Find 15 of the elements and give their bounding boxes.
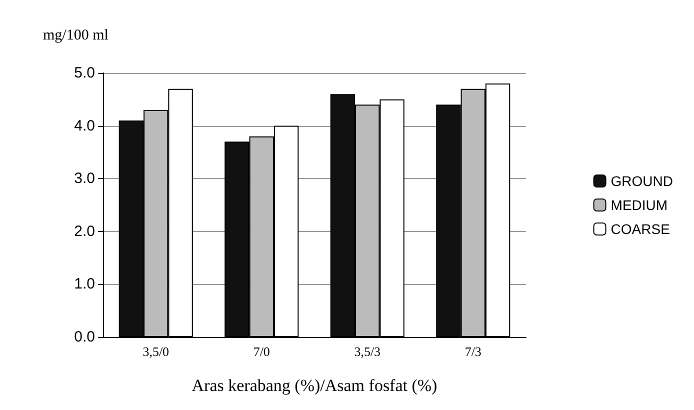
y-axis-title: mg/100 ml bbox=[43, 28, 108, 44]
y-tick-label: 2.0 bbox=[74, 222, 95, 240]
y-tick-label: 4.0 bbox=[74, 117, 95, 134]
y-tick-label: 1.0 bbox=[74, 276, 95, 293]
x-tick-label: 3,5/3 bbox=[354, 344, 381, 359]
x-tick-label: 7/0 bbox=[253, 344, 270, 359]
x-tick-label: 7/3 bbox=[464, 344, 482, 359]
y-tick-label: 0.0 bbox=[74, 328, 95, 346]
x-axis-title: Aras kerabang (%)/Asam fosfat (%) bbox=[192, 376, 438, 395]
y-tick-label: 3.0 bbox=[74, 170, 95, 188]
legend-label: MEDIUM bbox=[610, 197, 668, 213]
x-tick-label: 3,5/0 bbox=[142, 344, 170, 359]
legend-label: COARSE bbox=[610, 221, 670, 237]
y-tick-label: 5.0 bbox=[74, 64, 95, 82]
legend-label: GROUND bbox=[610, 173, 674, 189]
